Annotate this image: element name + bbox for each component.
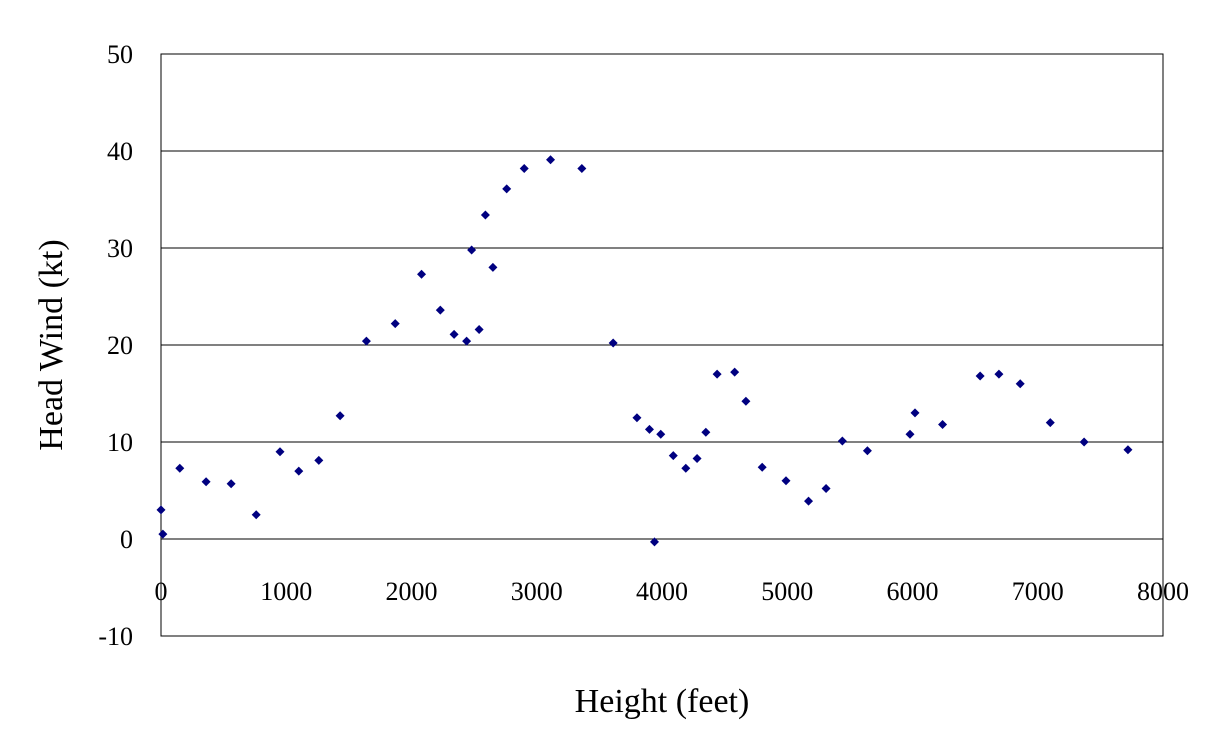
data-point — [519, 163, 529, 173]
x-tick-label: 0 — [155, 577, 168, 606]
data-point — [781, 476, 791, 486]
y-tick-label: 30 — [107, 234, 133, 263]
y-tick-label: 10 — [107, 428, 133, 457]
data-point — [294, 466, 304, 476]
data-point — [644, 424, 654, 434]
data-point — [1015, 379, 1025, 389]
data-point — [335, 411, 345, 421]
data-point — [905, 429, 915, 439]
x-tick-label: 6000 — [887, 577, 939, 606]
data-point — [577, 163, 587, 173]
data-points — [156, 155, 1133, 547]
y-tick-label: 50 — [107, 40, 133, 69]
data-point — [701, 427, 711, 437]
data-point — [361, 336, 371, 346]
data-point — [1045, 418, 1055, 428]
data-point — [649, 537, 659, 547]
data-point — [201, 477, 211, 487]
x-tick-label: 7000 — [1012, 577, 1064, 606]
data-point — [449, 329, 459, 339]
data-point — [975, 371, 985, 381]
y-tick-label: -10 — [98, 622, 133, 651]
data-point — [480, 210, 490, 220]
x-tick-label: 2000 — [386, 577, 438, 606]
data-point — [502, 184, 512, 194]
data-point — [488, 262, 498, 272]
data-point — [632, 413, 642, 423]
y-tick-label: 20 — [107, 331, 133, 360]
y-tick-label: 0 — [120, 525, 133, 554]
y-axis-title: Head Wind (kt) — [33, 239, 70, 450]
x-tick-label: 8000 — [1137, 577, 1189, 606]
plot-area-frame — [160, 53, 1164, 637]
data-point — [314, 455, 324, 465]
data-point — [467, 245, 477, 255]
data-point — [1079, 437, 1089, 447]
data-point — [474, 324, 484, 334]
data-point — [546, 155, 556, 165]
data-point — [757, 462, 767, 472]
x-axis-title: Height (feet) — [575, 683, 750, 720]
data-point — [251, 510, 261, 520]
data-point — [730, 367, 740, 377]
y-tick-labels: -10 0 10 20 30 40 50 — [98, 40, 133, 651]
data-point — [226, 479, 236, 489]
gridlines — [161, 150, 1163, 540]
data-point — [741, 396, 751, 406]
data-point — [462, 336, 472, 346]
x-tick-label: 4000 — [636, 577, 688, 606]
data-point — [390, 319, 400, 329]
data-point — [175, 463, 185, 473]
data-point — [435, 305, 445, 315]
data-point — [862, 446, 872, 456]
x-tick-label: 5000 — [761, 577, 813, 606]
data-point — [158, 529, 168, 539]
data-point — [656, 429, 666, 439]
data-point — [1123, 445, 1133, 455]
x-tick-labels: 0 1000 2000 3000 4000 5000 6000 7000 8000 — [155, 577, 1190, 606]
y-tick-label: 40 — [107, 137, 133, 166]
data-point — [994, 369, 1004, 379]
data-point — [821, 484, 831, 494]
data-point — [910, 408, 920, 418]
data-point — [275, 447, 285, 457]
data-point — [712, 369, 722, 379]
data-point — [608, 338, 618, 348]
x-tick-label: 3000 — [511, 577, 563, 606]
data-point — [804, 496, 814, 506]
data-point — [837, 436, 847, 446]
data-point — [668, 451, 678, 461]
data-point — [692, 453, 702, 463]
data-point — [938, 420, 948, 430]
data-point — [156, 505, 166, 515]
data-point — [681, 463, 691, 473]
data-point — [417, 269, 427, 279]
x-tick-label: 1000 — [260, 577, 312, 606]
